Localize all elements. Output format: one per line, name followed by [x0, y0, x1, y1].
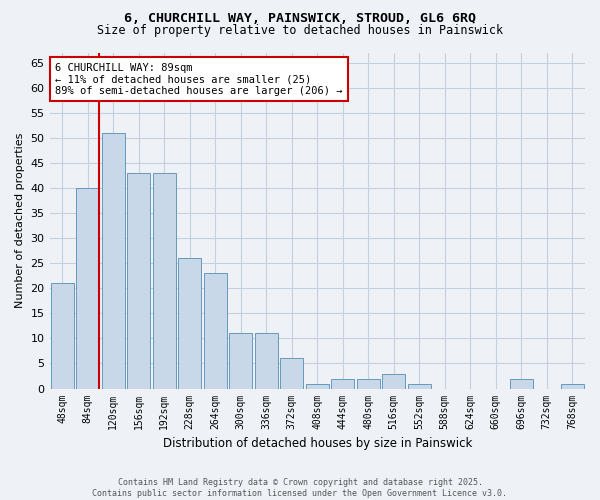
Bar	[510, 378, 533, 388]
Bar	[229, 334, 252, 388]
Bar	[204, 273, 227, 388]
Bar	[382, 374, 405, 388]
Text: Contains HM Land Registry data © Crown copyright and database right 2025.
Contai: Contains HM Land Registry data © Crown c…	[92, 478, 508, 498]
Bar	[280, 358, 303, 388]
Bar	[408, 384, 431, 388]
Bar	[561, 384, 584, 388]
X-axis label: Distribution of detached houses by size in Painswick: Distribution of detached houses by size …	[163, 437, 472, 450]
Text: Size of property relative to detached houses in Painswick: Size of property relative to detached ho…	[97, 24, 503, 37]
Bar	[76, 188, 99, 388]
Bar	[102, 133, 125, 388]
Bar	[306, 384, 329, 388]
Text: 6, CHURCHILL WAY, PAINSWICK, STROUD, GL6 6RQ: 6, CHURCHILL WAY, PAINSWICK, STROUD, GL6…	[124, 12, 476, 26]
Bar	[255, 334, 278, 388]
Bar	[153, 173, 176, 388]
Bar	[127, 173, 150, 388]
Bar	[51, 283, 74, 389]
Bar	[331, 378, 354, 388]
Y-axis label: Number of detached properties: Number of detached properties	[15, 133, 25, 308]
Bar	[178, 258, 201, 388]
Bar	[357, 378, 380, 388]
Text: 6 CHURCHILL WAY: 89sqm
← 11% of detached houses are smaller (25)
89% of semi-det: 6 CHURCHILL WAY: 89sqm ← 11% of detached…	[55, 62, 343, 96]
